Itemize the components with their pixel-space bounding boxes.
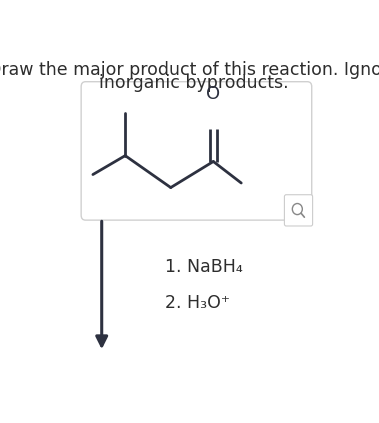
FancyBboxPatch shape bbox=[81, 82, 312, 220]
Text: O: O bbox=[206, 85, 221, 103]
FancyBboxPatch shape bbox=[284, 195, 313, 226]
Text: 1. NaBH₄: 1. NaBH₄ bbox=[165, 258, 243, 276]
Text: inorganic byproducts.: inorganic byproducts. bbox=[99, 74, 289, 91]
Text: Draw the major product of this reaction. Ignore: Draw the major product of this reaction.… bbox=[0, 60, 379, 79]
Text: 2. H₃O⁺: 2. H₃O⁺ bbox=[165, 294, 230, 312]
